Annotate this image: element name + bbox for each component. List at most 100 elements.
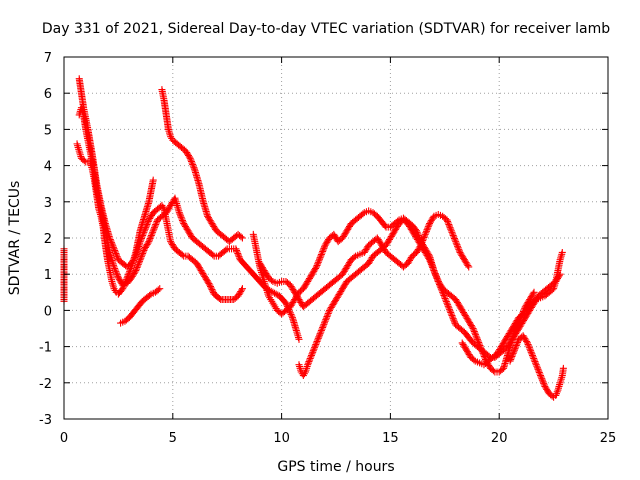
data-point [465, 263, 473, 271]
data-point [458, 251, 466, 259]
data-point [450, 235, 458, 243]
data-point [318, 249, 326, 257]
data-point [511, 345, 519, 353]
data-point [409, 228, 417, 236]
data-point [516, 322, 524, 330]
data-point [183, 225, 191, 233]
data-point [118, 286, 126, 294]
data-point [207, 218, 215, 226]
data-point [447, 308, 455, 316]
data-point [531, 297, 539, 305]
data-point [165, 204, 173, 212]
data-point [383, 240, 391, 248]
data-point [447, 310, 455, 318]
data-point [187, 157, 195, 165]
data-point [141, 243, 149, 251]
data-point [290, 287, 298, 295]
data-point [473, 334, 481, 342]
data-point [147, 231, 155, 239]
data-point [184, 227, 192, 235]
data-point [390, 228, 398, 236]
data-point [416, 240, 424, 248]
data-point [391, 227, 399, 235]
y-tick-label: 6 [44, 87, 52, 102]
data-point [548, 392, 556, 400]
data-point [282, 299, 290, 307]
data-point [114, 274, 122, 282]
data-point [529, 353, 537, 361]
data-point [332, 296, 340, 304]
data-point [186, 154, 194, 162]
axis-ticks: 0 5 10 15 20 25 -3 -2 -1 0 1 2 3 4 5 6 7 [39, 51, 616, 446]
data-point [178, 251, 186, 259]
data-point [323, 238, 331, 246]
data-point [472, 331, 480, 339]
data-point [318, 325, 326, 333]
data-point [184, 150, 192, 158]
y-tick-label: -2 [39, 377, 52, 392]
data-point [331, 232, 339, 240]
data-point [186, 230, 194, 238]
data-point [537, 372, 545, 380]
data-point [314, 334, 322, 342]
data-point [362, 246, 370, 254]
data-point [149, 228, 157, 236]
data-point [385, 237, 393, 245]
data-point [524, 341, 532, 349]
data-point [506, 340, 514, 348]
data-point [137, 253, 145, 261]
data-point [237, 233, 245, 241]
data-point [316, 254, 324, 262]
data-point [471, 329, 479, 337]
data-point [442, 298, 450, 306]
data-point [319, 323, 327, 331]
data-point [384, 238, 392, 246]
data-point [499, 340, 507, 348]
data-point [501, 337, 509, 345]
data-point [288, 284, 296, 292]
data-point [508, 325, 516, 333]
data-point [464, 262, 472, 270]
data-point [507, 337, 515, 345]
data-point [514, 338, 522, 346]
data-point [404, 220, 412, 228]
data-point [509, 351, 517, 359]
data-point [139, 248, 147, 256]
data-point [392, 225, 400, 233]
data-point [156, 285, 164, 293]
data-point [449, 313, 457, 321]
data-point [329, 301, 337, 309]
data-point [119, 283, 127, 291]
y-tick-label: 0 [44, 304, 52, 319]
x-tick-label: 0 [60, 431, 68, 446]
data-point [386, 235, 394, 243]
data-point [307, 353, 315, 361]
data-point [374, 235, 382, 243]
data-point [406, 224, 414, 232]
data-point [515, 324, 523, 332]
data-point [464, 349, 472, 357]
data-point [377, 240, 385, 248]
data-point [154, 286, 162, 294]
data-point [215, 294, 223, 302]
data-point [345, 260, 353, 268]
data-point [339, 269, 347, 277]
data-point [317, 251, 325, 259]
data-point [122, 277, 130, 285]
data-point [314, 260, 322, 268]
data-point [287, 283, 295, 291]
data-point [80, 157, 88, 165]
data-point [459, 340, 467, 348]
data-point [139, 250, 147, 258]
data-point [506, 357, 514, 365]
data-point [517, 321, 525, 329]
y-tick-label: 5 [44, 123, 52, 138]
data-point [289, 298, 297, 306]
data-point [505, 330, 513, 338]
data-point [436, 281, 444, 289]
data-point [363, 244, 371, 252]
data-point [305, 276, 313, 284]
data-point [193, 259, 201, 267]
data-point [175, 209, 183, 217]
data-point [438, 287, 446, 295]
